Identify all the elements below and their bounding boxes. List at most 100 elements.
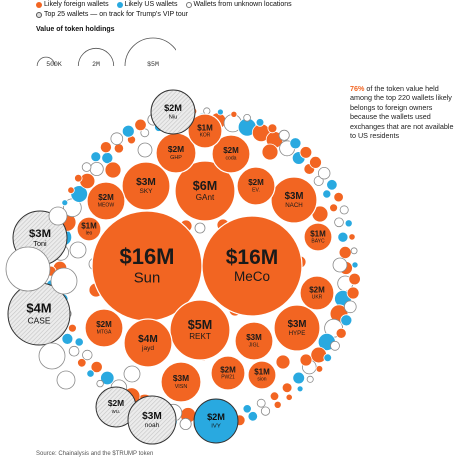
wallet-name-label-jayd: jayd <box>141 345 154 352</box>
wallet-circle-ukr <box>299 275 335 311</box>
small-wallet-bubble-37 <box>89 161 104 176</box>
outer-unknown-bubble-1 <box>50 267 78 295</box>
small-wallet-bubble-128 <box>350 247 358 255</box>
small-wallet-bubble-118 <box>278 129 290 141</box>
source-note: Source: Chainalysis and the $TRUMP token <box>36 451 154 457</box>
wallet-value-label-niu: $2M <box>164 103 182 113</box>
small-wallet-bubble-61 <box>346 286 360 300</box>
wallet-value-label-case: $4M <box>26 301 51 316</box>
wallet-name-label-ukr: UKR <box>312 295 323 301</box>
wallet-value-label-sion: $1M <box>254 367 270 376</box>
annotation-text: of the token value held among the top 22… <box>350 84 454 141</box>
wallet-circle-visn <box>160 361 202 403</box>
small-wallet-bubble-73 <box>247 411 259 422</box>
wallet-value-label-coda: $2M <box>223 146 239 155</box>
wallet-value-label-nach: $3M <box>285 191 304 202</box>
small-wallet-bubble-117 <box>267 123 278 134</box>
small-wallet-bubble-115 <box>243 114 251 122</box>
annotation: 76% of the token value held among the to… <box>350 84 454 140</box>
small-wallet-bubble-127 <box>348 233 356 241</box>
wallet-value-label-toni: $3M <box>29 228 51 240</box>
small-wallet-bubble-125 <box>339 205 349 215</box>
small-wallet-bubble-89 <box>61 332 74 345</box>
small-wallet-bubble-62 <box>343 300 357 314</box>
wallet-value-label-pw21: $2M <box>220 365 236 374</box>
small-wallet-bubble-133 <box>194 222 206 234</box>
wallet-value-label-rekt: $5M <box>188 318 213 332</box>
small-wallet-bubble-119 <box>289 137 302 150</box>
annotation-percent: 76% <box>350 84 365 93</box>
legend-item-top25: Top 25 wallets — on track for Trump's VI… <box>36 10 188 20</box>
wallet-bubble-ivy: $2M IVY <box>193 398 239 444</box>
size-legend-arc-0 <box>36 56 56 67</box>
small-wallet-bubble-35 <box>70 185 88 203</box>
small-wallet-bubble-36 <box>79 172 96 189</box>
wallet-name-label-rekt: REKT <box>189 332 211 341</box>
wallet-name-label-ev: EV. <box>252 188 260 194</box>
outer-unknown-bubble-4 <box>69 241 87 259</box>
small-wallet-bubble-24 <box>82 349 93 361</box>
small-wallet-bubble-105 <box>110 132 124 146</box>
small-wallet-bubble-100 <box>67 186 75 194</box>
wallet-name-label-jigl: JIGL <box>249 343 260 349</box>
wallet-value-label-wu: $2M <box>108 398 124 408</box>
small-wallet-bubble-112 <box>203 107 211 115</box>
legend-us-label: Likely US wallets <box>124 1 178 8</box>
wallet-name-label-gant: GAnt <box>196 193 215 202</box>
small-wallet-bubble-9 <box>281 382 293 394</box>
wallet-bubble-niu: $2M Niu <box>150 89 196 135</box>
small-wallet-bubble-148 <box>123 365 141 383</box>
size-legend-label-2: $5M <box>147 61 159 68</box>
small-wallet-bubble-150 <box>261 143 279 161</box>
wallet-circle-sky <box>121 161 171 211</box>
small-wallet-bubble-63 <box>340 314 353 327</box>
small-wallet-bubble-85 <box>96 379 104 388</box>
small-wallet-bubble-58 <box>337 231 349 243</box>
small-wallet-bubble-65 <box>330 340 340 351</box>
wallet-value-label-kor: $1M <box>197 123 213 132</box>
small-wallet-bubble-8 <box>292 371 306 385</box>
small-wallet-bubble-55 <box>322 189 332 199</box>
wallet-circle-noah <box>127 395 177 445</box>
wallet-circle-ivy <box>193 398 239 444</box>
size-legend-arc-2 <box>124 37 176 67</box>
small-wallet-bubble-129 <box>351 261 359 269</box>
small-wallet-bubble-26 <box>68 323 77 333</box>
small-wallet-bubble-54 <box>313 175 324 186</box>
wallet-value-label-jigl: $3M <box>246 333 262 342</box>
size-legend-label-1: 2M <box>92 61 100 68</box>
wallet-name-label-pw21: PW21 <box>221 375 235 381</box>
wallet-name-label-sion: sion <box>257 377 266 383</box>
small-wallet-bubble-72 <box>260 406 271 416</box>
wallet-name-label-toni: Toni <box>33 239 47 248</box>
wallet-name-label-bayc: BAYC <box>311 239 325 245</box>
wallet-value-label-ghp: $2M <box>168 144 184 154</box>
small-wallet-bubble-68 <box>306 375 314 383</box>
wallet-circle-coda <box>211 134 251 174</box>
wallet-circle-kor <box>187 113 223 149</box>
wallet-value-label-ev: $2M <box>248 178 264 187</box>
wallet-name-label-noah: noah <box>145 422 160 429</box>
small-wallet-bubble-104 <box>99 141 112 154</box>
wallet-value-label-gant: $6M <box>193 179 218 193</box>
small-wallet-bubble-103 <box>90 151 102 163</box>
small-wallet-bubble-67 <box>315 365 324 373</box>
wallet-name-label-ghp: GHP <box>170 155 182 161</box>
small-wallet-bubble-114 <box>230 110 238 118</box>
legend-item-foreign: Likely foreign wallets <box>36 0 109 10</box>
unknown-swatch-icon <box>185 2 192 8</box>
small-wallet-bubble-123 <box>326 179 338 191</box>
small-wallet-bubble-126 <box>344 219 353 228</box>
wallet-name-label-meow: MEOW <box>98 203 115 209</box>
wallet-name-label-meco: MeCo <box>234 269 270 284</box>
